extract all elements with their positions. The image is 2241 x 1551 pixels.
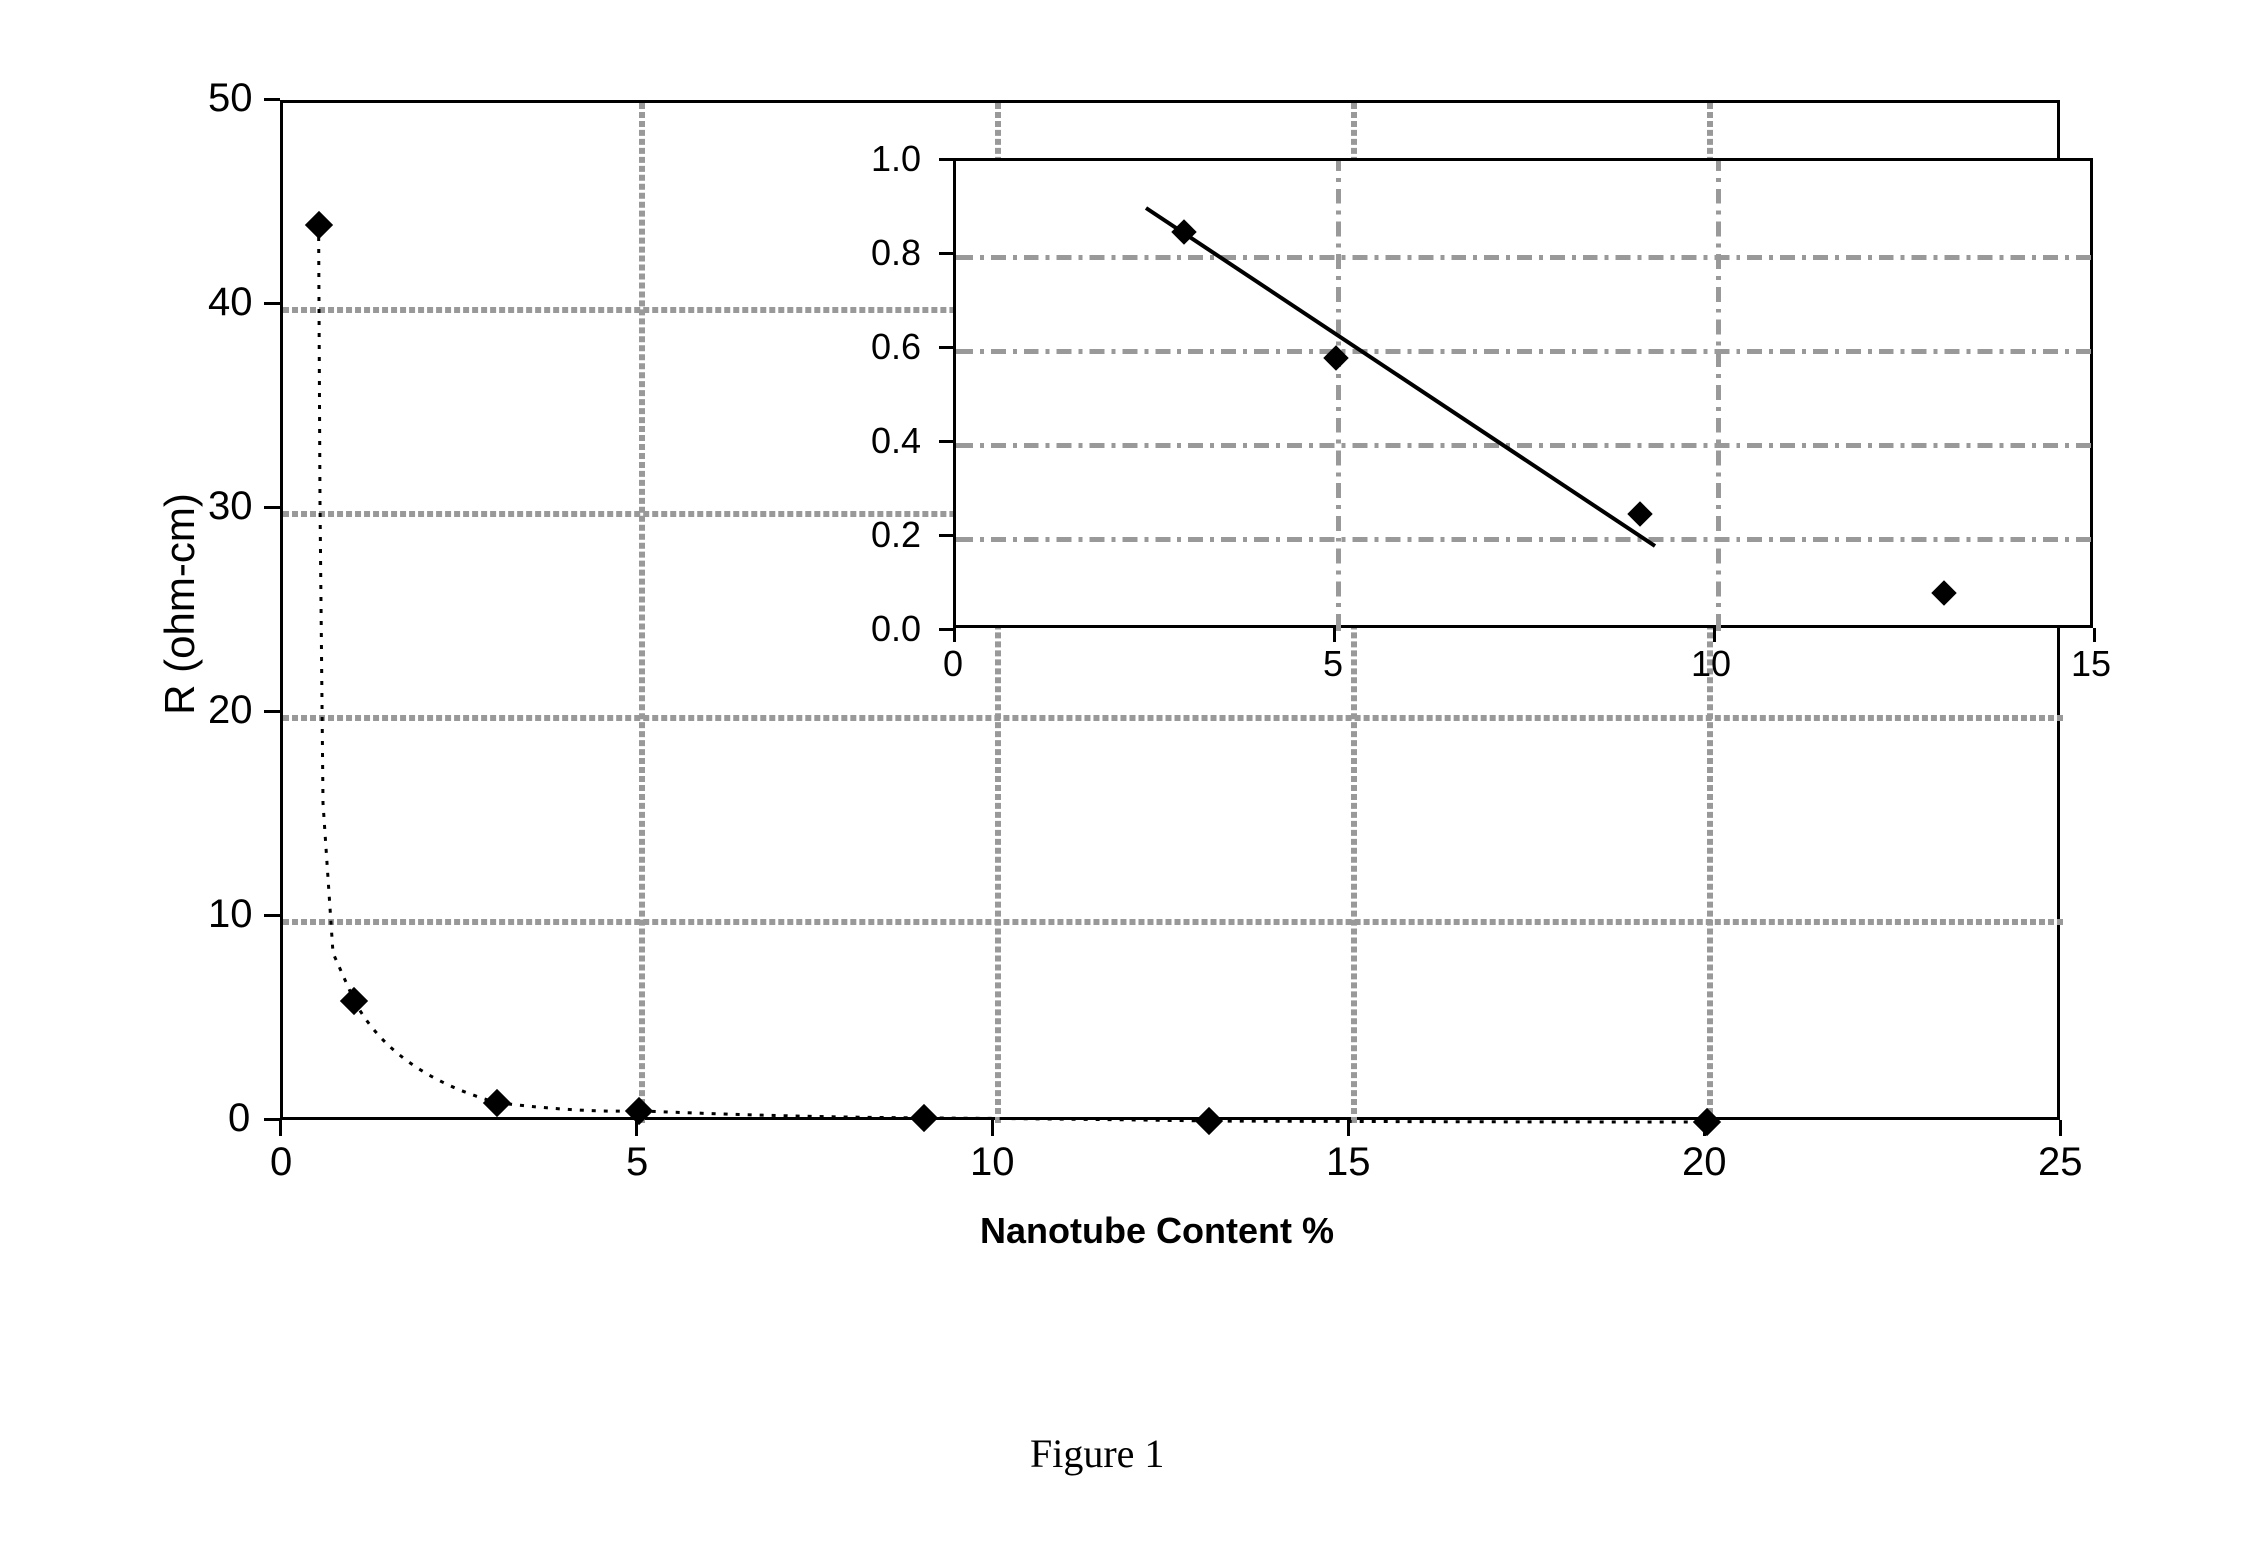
- inset-trendline: [956, 161, 2096, 631]
- inset-ytick-label: 0.0: [871, 608, 921, 650]
- main-xtick-label: 15: [1326, 1140, 1371, 1185]
- main-plot-area: 0.0 0.2 0.4 0.6 0.8 1.0 0 5 10 15: [280, 100, 2060, 1120]
- inset-ytick: [939, 158, 953, 161]
- main-ytick-label: 20: [208, 688, 253, 733]
- inset-xtick-label: 10: [1691, 643, 1731, 685]
- inset-ytick-label: 1.0: [871, 138, 921, 180]
- main-ytick-label: 50: [208, 76, 253, 121]
- main-ytick: [264, 302, 280, 305]
- inset-ytick: [939, 440, 953, 443]
- inset-xtick-label: 15: [2071, 643, 2111, 685]
- inset-ytick-label: 0.6: [871, 326, 921, 368]
- main-ytick-label: 0: [228, 1096, 250, 1141]
- inset-ytick-label: 0.2: [871, 514, 921, 556]
- main-ytick-label: 40: [208, 280, 253, 325]
- main-xtick: [1703, 1120, 1706, 1136]
- main-xtick-label: 20: [1682, 1140, 1727, 1185]
- main-ytick: [264, 1118, 280, 1121]
- main-ytick: [264, 98, 280, 101]
- y-axis-label: R (ohm-cm): [156, 474, 204, 734]
- main-ytick-label: 30: [208, 484, 253, 529]
- x-axis-label: Nanotube Content %: [980, 1210, 1334, 1252]
- main-xtick: [991, 1120, 994, 1136]
- figure-caption: Figure 1: [1030, 1430, 1164, 1477]
- main-ytick: [264, 914, 280, 917]
- inset-ytick: [939, 534, 953, 537]
- main-xtick: [1347, 1120, 1350, 1136]
- inset-xtick: [953, 628, 956, 642]
- main-xtick: [635, 1120, 638, 1136]
- main-xtick-label: 10: [970, 1140, 1015, 1185]
- inset-ytick: [939, 346, 953, 349]
- main-xtick-label: 25: [2038, 1140, 2083, 1185]
- inset-ytick: [939, 628, 953, 631]
- main-xtick-label: 5: [626, 1140, 648, 1185]
- inset-ytick-label: 0.4: [871, 420, 921, 462]
- main-xtick: [2059, 1120, 2062, 1136]
- inset-plot-area: [953, 158, 2093, 628]
- main-xtick: [279, 1120, 282, 1136]
- main-ytick: [264, 710, 280, 713]
- inset-ytick-label: 0.8: [871, 232, 921, 274]
- inset-xtick: [1333, 628, 1336, 642]
- chart-container: 0.0 0.2 0.4 0.6 0.8 1.0 0 5 10 15 0 10 2…: [180, 80, 2080, 1280]
- inset-ytick: [939, 252, 953, 255]
- inset-xtick: [1713, 628, 1716, 642]
- main-ytick: [264, 506, 280, 509]
- main-ytick-label: 10: [208, 892, 253, 937]
- inset-xtick-label: 0: [943, 643, 963, 685]
- inset-xtick: [2093, 628, 2096, 642]
- inset-xtick-label: 5: [1323, 643, 1343, 685]
- main-xtick-label: 0: [270, 1140, 292, 1185]
